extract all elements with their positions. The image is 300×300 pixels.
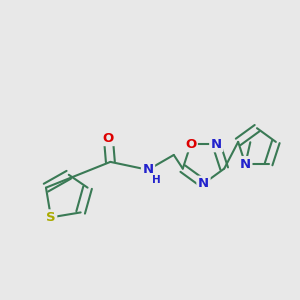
Text: N: N (211, 138, 222, 151)
Text: N: N (240, 158, 251, 170)
Text: S: S (46, 211, 56, 224)
Text: N: N (198, 177, 209, 190)
Text: O: O (185, 138, 196, 151)
Text: H: H (152, 175, 160, 185)
Text: O: O (103, 132, 114, 145)
Text: N: N (142, 163, 154, 176)
